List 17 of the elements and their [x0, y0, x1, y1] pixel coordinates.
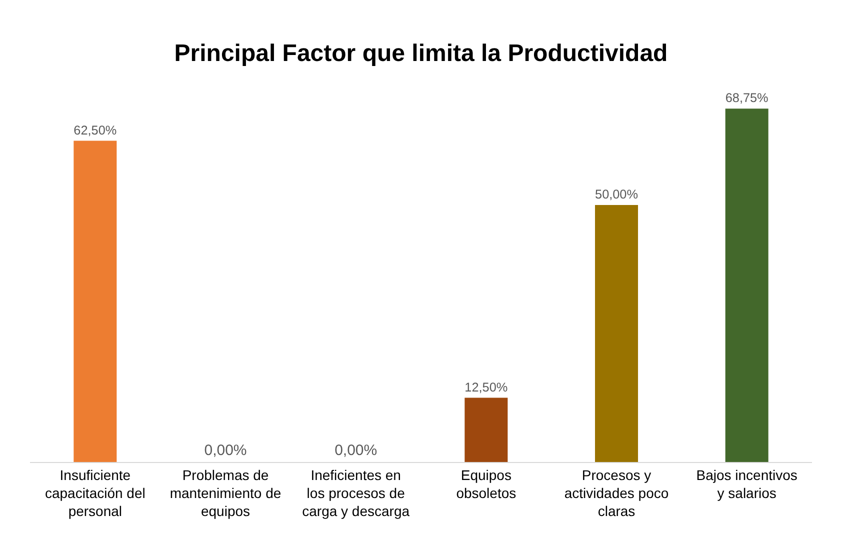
bar	[464, 398, 508, 462]
x-tick-label: Problemas de mantenimiento de equipos	[170, 466, 282, 520]
x-tick-label: Insuficiente capacitación del personal	[44, 466, 146, 520]
data-label: 12,50%	[464, 380, 508, 394]
chart-title: Principal Factor que limita la Productividad	[174, 40, 668, 67]
x-tick-label: Procesos y actividades poco claras	[564, 466, 669, 520]
x-tick-label: Equipos obsoletos	[456, 466, 516, 501]
bar	[595, 204, 638, 462]
bar	[725, 108, 768, 462]
bar	[74, 140, 117, 462]
data-label: 68,75%	[725, 91, 768, 106]
data-label: 62,50%	[74, 123, 117, 138]
data-label: 0,00%	[204, 442, 247, 459]
x-tick-label: Bajos incentivos y salarios	[696, 466, 798, 501]
data-label: 50,00%	[595, 188, 638, 202]
data-label: 0,00%	[334, 442, 378, 459]
x-tick-label: Ineficientes en los procesos de carga y descarga	[302, 466, 410, 520]
